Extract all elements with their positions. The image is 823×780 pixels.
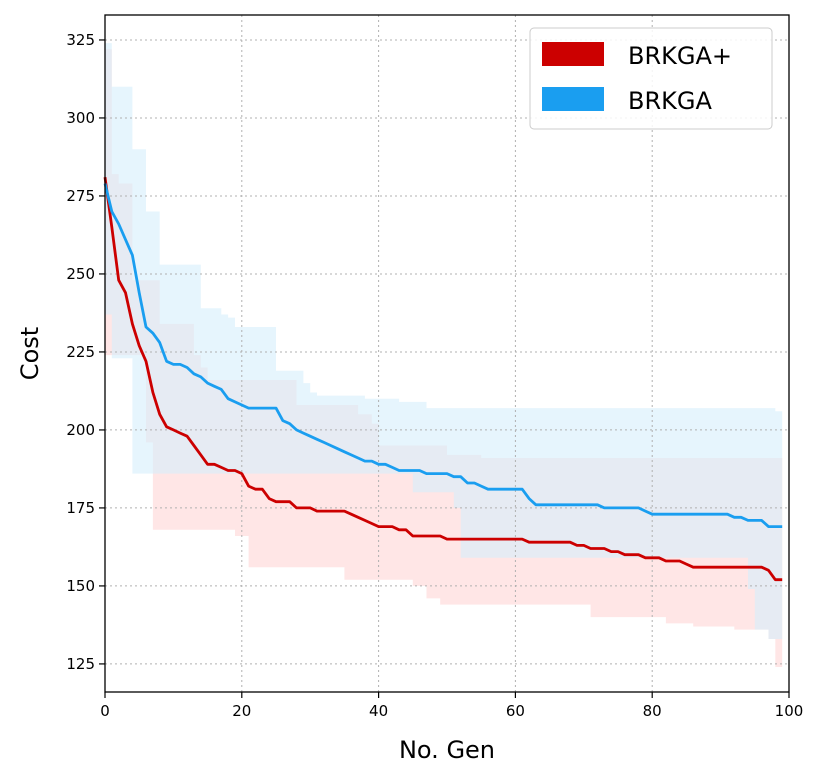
- y-tick-label-2: 175: [66, 499, 95, 517]
- y-tick-label-0: 125: [66, 655, 95, 673]
- series-line-0: [103, 177, 783, 582]
- y-tick-label-5: 250: [66, 265, 95, 283]
- y-axis-label: Cost: [16, 327, 44, 380]
- y-tick-label-7: 300: [66, 109, 95, 127]
- y-tick-label-3: 200: [66, 421, 95, 439]
- plot-frame: [104, 14, 790, 693]
- legend-swatch-brkga-plus: [542, 42, 604, 66]
- y-tick-label-1: 150: [66, 577, 95, 595]
- x-tick-label-0: 0: [100, 702, 110, 720]
- y-tick-label-4: 225: [66, 343, 95, 361]
- x-tick-label-3: 60: [506, 702, 525, 720]
- legend-label-brkga: BRKGA: [628, 87, 712, 115]
- x-axis-label: No. Gen: [399, 736, 495, 764]
- legend-swatch-brkga: [542, 87, 604, 111]
- series-lines: [103, 177, 783, 582]
- series-line-1: [103, 183, 783, 528]
- y-tick-label-6: 275: [66, 187, 95, 205]
- x-tick-label-2: 40: [369, 702, 388, 720]
- y-tick-label-8: 325: [66, 31, 95, 49]
- x-tick-label-5: 100: [775, 702, 804, 720]
- x-tick-label-4: 80: [643, 702, 662, 720]
- legend: BRKGA+ BRKGA: [529, 27, 773, 130]
- band-1: [105, 43, 783, 640]
- legend-label-brkga-plus: BRKGA+: [628, 42, 732, 70]
- confidence-bands: [105, 43, 783, 668]
- axis-ticks: 0 20 40 60 80 100 125 150 175 200 225 250 275 300 325: [66, 31, 803, 720]
- x-tick-label-1: 20: [232, 702, 251, 720]
